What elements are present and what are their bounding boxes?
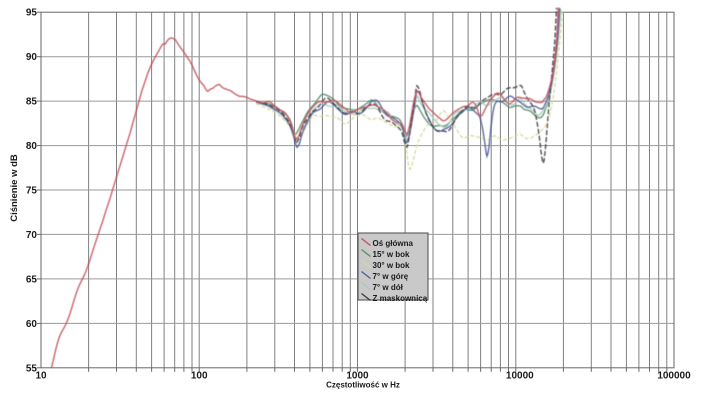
svg-text:Ciśnienie w dB: Ciśnienie w dB	[9, 154, 20, 222]
svg-text:95: 95	[26, 8, 38, 19]
svg-text:7° w dół: 7° w dół	[373, 283, 404, 292]
svg-text:Oś główna: Oś główna	[373, 239, 414, 248]
svg-text:7° w górę: 7° w górę	[373, 272, 409, 281]
svg-text:90: 90	[26, 52, 38, 63]
svg-text:10000: 10000	[506, 371, 534, 382]
svg-text:10: 10	[35, 371, 47, 382]
svg-text:70: 70	[26, 230, 38, 241]
svg-text:100: 100	[191, 371, 208, 382]
svg-text:1000: 1000	[346, 371, 369, 382]
svg-text:Z maskownicą: Z maskownicą	[373, 294, 428, 303]
svg-text:55: 55	[26, 363, 38, 374]
svg-text:60: 60	[26, 319, 38, 330]
svg-text:100000: 100000	[657, 371, 691, 382]
svg-text:75: 75	[26, 186, 38, 197]
svg-text:85: 85	[26, 97, 38, 108]
svg-text:80: 80	[26, 141, 38, 152]
svg-text:Częstotliwość w Hz: Częstotliwość w Hz	[326, 381, 400, 390]
svg-text:15° w bok: 15° w bok	[373, 250, 411, 259]
svg-text:65: 65	[26, 274, 38, 285]
svg-text:30° w bok: 30° w bok	[373, 261, 411, 270]
